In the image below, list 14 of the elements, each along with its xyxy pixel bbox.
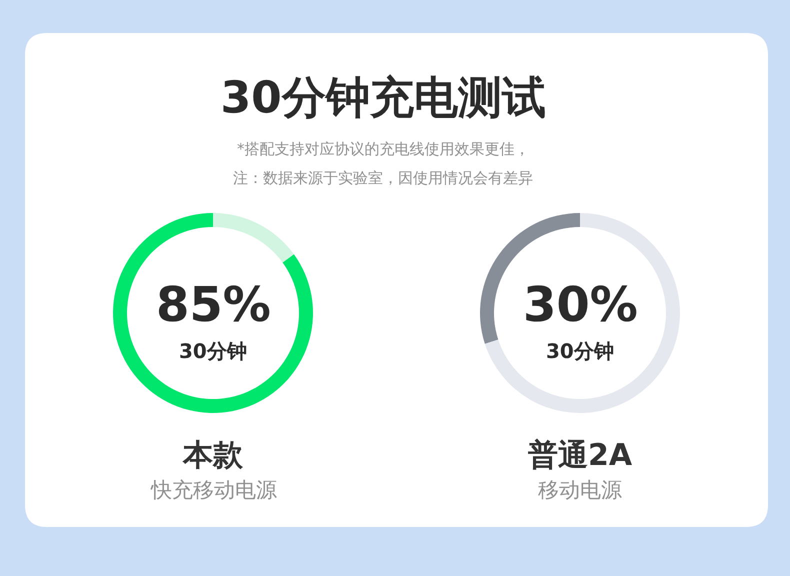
data-label: 30% [523, 277, 638, 333]
donut-slice [113, 213, 313, 413]
text: 快充移动电源 [150, 478, 277, 502]
text: 30分钟 [546, 339, 614, 363]
donut-slice [484, 213, 680, 413]
donut-slice [213, 213, 294, 262]
text: 30分钟 [179, 339, 247, 363]
text: 注：数据来源于实验室，因使用情况会有差异 [233, 169, 533, 187]
chart-title: 30分钟充电测试 [220, 72, 546, 124]
data-label: 85% [156, 277, 271, 333]
text: 本款 [182, 438, 244, 473]
text: 普通2A [528, 438, 633, 473]
text: 移动电源 [538, 478, 622, 502]
text: *搭配支持对应协议的充电线使用效果更佳， [237, 140, 530, 158]
